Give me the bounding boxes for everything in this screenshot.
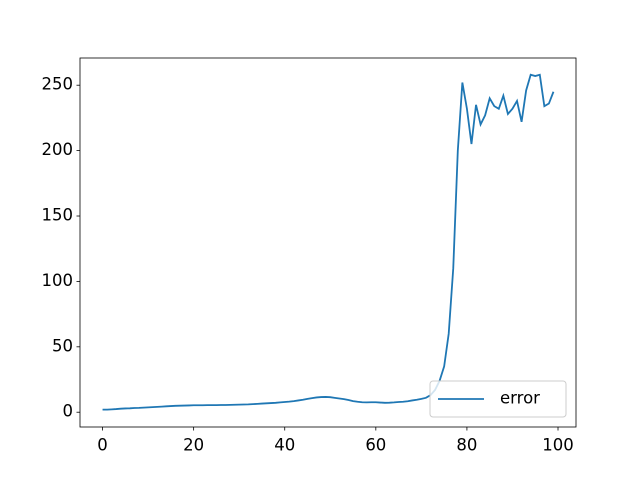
y-tick-label: 100 (42, 271, 74, 290)
x-tick-label: 60 (365, 436, 386, 455)
x-tick-label: 40 (274, 436, 295, 455)
x-tick-label: 80 (456, 436, 477, 455)
legend-label: error (500, 389, 540, 408)
plot-frame (79, 57, 577, 428)
x-tick-label: 100 (542, 436, 574, 455)
legend-box (429, 380, 567, 418)
y-tick-label: 50 (52, 336, 73, 355)
y-tick-label: 200 (42, 140, 74, 159)
x-tick-label: 0 (97, 436, 108, 455)
y-tick-label: 150 (42, 206, 74, 225)
line (102, 73, 555, 411)
y-tick-label: 250 (42, 75, 74, 94)
y-tick-label: 0 (63, 402, 74, 421)
x-tick-label: 20 (183, 436, 204, 455)
